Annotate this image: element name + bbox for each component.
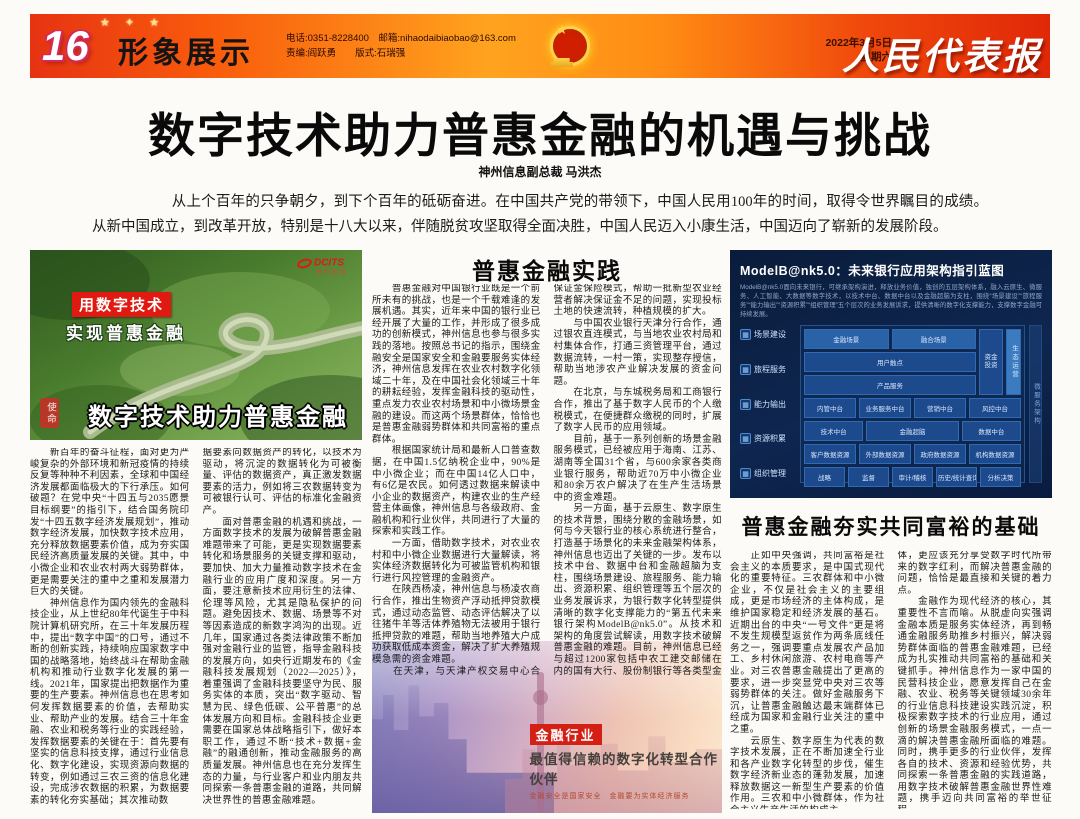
blueprint-box: 分析决策	[980, 467, 1021, 487]
page-number: 16	[42, 22, 89, 69]
stars-icon: ★ ✦ ★	[100, 17, 166, 29]
blueprint-box: 监督	[848, 467, 889, 487]
forest-photo-art	[30, 250, 362, 440]
blueprint-box: 产品服务	[804, 375, 976, 395]
blueprint-title: ModelB@nk5.0：未来银行应用架构指引蓝图	[740, 264, 1005, 278]
blueprint-box: 营销中台	[914, 398, 966, 418]
blueprint-label-scene: ▦ 场景建设	[740, 329, 796, 340]
dcits-swoosh-icon	[295, 256, 314, 270]
blueprint-box: 微服务架构	[1029, 325, 1042, 483]
middle-column-2: 保证金保险模式，帮助一批新型农业经营者解决保证金不足的问题，实现投标土地的快速流…	[553, 284, 722, 676]
blueprint-box: 资金投资	[979, 329, 1003, 395]
byline: 神州信息副总裁 马洪杰	[478, 165, 602, 179]
photo-slogan-line2: 实现普惠金融	[66, 324, 186, 343]
blueprint-box: 风控中台	[969, 398, 1021, 418]
section-name: 形象展示	[118, 37, 254, 70]
blueprint-description: ModelB@nk5.0面向未来银行，可继承架构演进，释放业务价值，独创的五层架…	[740, 284, 1042, 318]
blueprint-box: 数据中台	[961, 421, 1021, 441]
blueprint-box: 外部数据资源	[859, 444, 911, 464]
modelbank-blueprint: ModelB@nk5.0：未来银行应用架构指引蓝图 ModelB@nk5.0面向…	[730, 250, 1052, 498]
blueprint-label-journey: ▦ 旅程服务	[740, 363, 796, 375]
blueprint-box: 审计/稽核	[892, 467, 933, 487]
dcits-subtext: 神州信息	[315, 270, 348, 277]
grid-icon: ▦	[740, 433, 751, 445]
blueprint-box: 用户触点	[804, 352, 976, 372]
banner-text-block: 金融行业 最值得信赖的数字化转型合作伙伴 金融安全是国家安全 金融要为实体经济服…	[529, 723, 723, 801]
blueprint-block-scene: 金融场景 融合场景 用户触点 产品服务 资金投资 生态运营	[804, 329, 1021, 395]
blueprint-box: 战略	[804, 467, 845, 487]
left-column-1: 新百年的奋斗征程，面对更为严峻复杂的外部环境和新冠疫情的持续反复等种种不利因素，…	[30, 448, 190, 806]
middle-article-region: 普惠金融实践 普惠金融对中国银行业既是一个前所未有的挑战，也是一个千载难逢的发展…	[372, 250, 722, 815]
blueprint-box: 技术中台	[804, 421, 864, 441]
blueprint-box: 政府数据资源	[914, 444, 966, 464]
right-article-columns: 正如中央强调，共同富裕是社会主义的本质要求，是中国式现代化的重要特征。三农群体和…	[730, 551, 1052, 809]
grid-icon: ▦	[740, 398, 751, 410]
right-section-title: 普惠金融夯实共同富裕的基础	[741, 516, 1041, 539]
blueprint-grid: 金融场景 融合场景 用户触点 产品服务 资金投资 生态运营 内管中台 业务服务中…	[800, 325, 1025, 487]
national-emblem-icon: ★	[542, 18, 598, 74]
banner-headline: 最值得信赖的数字化转型合作伙伴	[529, 751, 718, 787]
blueprint-diagram: ▦ 场景建设 ▦ 旅程服务 ▦ 能力输出 ▦ 资源积累 ▦ 组织管理 金融场景 融合场景 …	[740, 325, 1042, 487]
middle-article-columns: 普惠金融对中国银行业既是一个前所未有的挑战，也是一个千载难逢的发展机遇。其实，近…	[372, 284, 722, 676]
grid-icon: ▦	[740, 363, 751, 375]
left-article-region: DCITS 神州信息 用数字技术 实现普惠金融 使命 数字技术助力普惠金融 新百…	[30, 250, 362, 815]
blueprint-box: 机构数据资源	[969, 444, 1021, 464]
forest-river-photo: DCITS 神州信息 用数字技术 实现普惠金融 使命 数字技术助力普惠金融	[30, 250, 362, 440]
issue-date: 2022年3月5日 星期六	[825, 37, 892, 63]
blueprint-label-org: ▦ 组织管理	[740, 468, 796, 479]
blueprint-box: 客户数据资源	[804, 444, 856, 464]
grid-icon: ▦	[740, 329, 751, 340]
banner-subline: 金融安全是国家安全 金融要为实体经济服务	[529, 791, 690, 800]
emblem-star-icon: ★	[556, 22, 568, 37]
blueprint-box: 融合场景	[891, 329, 976, 349]
photo-slogan-line1: 用数字技术	[72, 292, 172, 317]
blueprint-box: 历史/统计查询	[936, 467, 977, 487]
blueprint-box: 业务服务中台	[859, 398, 911, 418]
intro-paragraph: 从上个百年的只争朝夕，到下个百年的砥砺奋进。在中国共产党的带领下，中国人民用10…	[92, 194, 988, 235]
left-column-2: 据要素向数据资产的转化，以技术为驱动，将沉淀的数据转化为可被衡量、评估的数据资产…	[202, 448, 362, 806]
contact-info: 电话:0351-8228400 邮箱:nihaodaibiaobao@163.c…	[286, 33, 516, 59]
blueprint-label-resource: ▦ 资源积累	[740, 433, 796, 445]
banner-sky	[372, 641, 722, 719]
middle-section-title: 普惠金融实践	[472, 258, 622, 284]
left-article-columns: 新百年的奋斗征程，面对更为严峻复杂的外部环境和新冠疫情的持续反复等种种不利因素，…	[30, 448, 362, 815]
right-column-2: 体，更应该充分享受数字时代所带来的数字红利，而解决普惠金融的问题，恰恰是最直接和…	[897, 551, 1052, 809]
blueprint-label-capability: ▦ 能力输出	[740, 398, 796, 410]
banner-tag: 金融行业	[529, 723, 602, 745]
newspaper-name: 人民代表报	[842, 37, 1042, 78]
dcits-logo: DCITS 神州信息	[295, 256, 348, 278]
city-skyline-banner: 金融行业 最值得信赖的数字化转型合作伙伴 金融安全是国家安全 金融要为实体经济服…	[372, 641, 722, 813]
masthead: ★ ✦ ★ 16 形象展示 电话:0351-8228400 邮箱:nihaoda…	[30, 14, 1050, 78]
right-article-region: ModelB@nk5.0：未来银行应用架构指引蓝图 ModelB@nk5.0面向…	[730, 250, 1052, 815]
main-headline: 数字技术助力普惠金融的机遇与挑战	[148, 109, 932, 162]
dcits-brand-text: DCITS	[313, 257, 344, 269]
right-column-1: 正如中央强调，共同富裕是社会主义的本质要求，是中国式现代化的重要特征。三农群体和…	[730, 551, 885, 809]
blueprint-box: 金融场景	[804, 329, 889, 349]
middle-column-1: 普惠金融对中国银行业既是一个前所未有的挑战，也是一个千载难逢的发展机遇。其实，近…	[372, 284, 541, 676]
mission-seal: 使命	[40, 398, 59, 428]
blueprint-box: 内管中台	[804, 398, 856, 418]
blueprint-row-labels: ▦ 场景建设 ▦ 旅程服务 ▦ 能力输出 ▦ 资源积累 ▦ 组织管理	[740, 325, 796, 483]
emblem-gate-icon	[551, 58, 573, 67]
grid-icon: ▦	[740, 468, 751, 479]
blueprint-box: 生态运营	[1006, 329, 1021, 395]
blueprint-box: 金融超脑	[866, 421, 959, 441]
photo-caption: 数字技术助力普惠金融	[88, 404, 348, 431]
